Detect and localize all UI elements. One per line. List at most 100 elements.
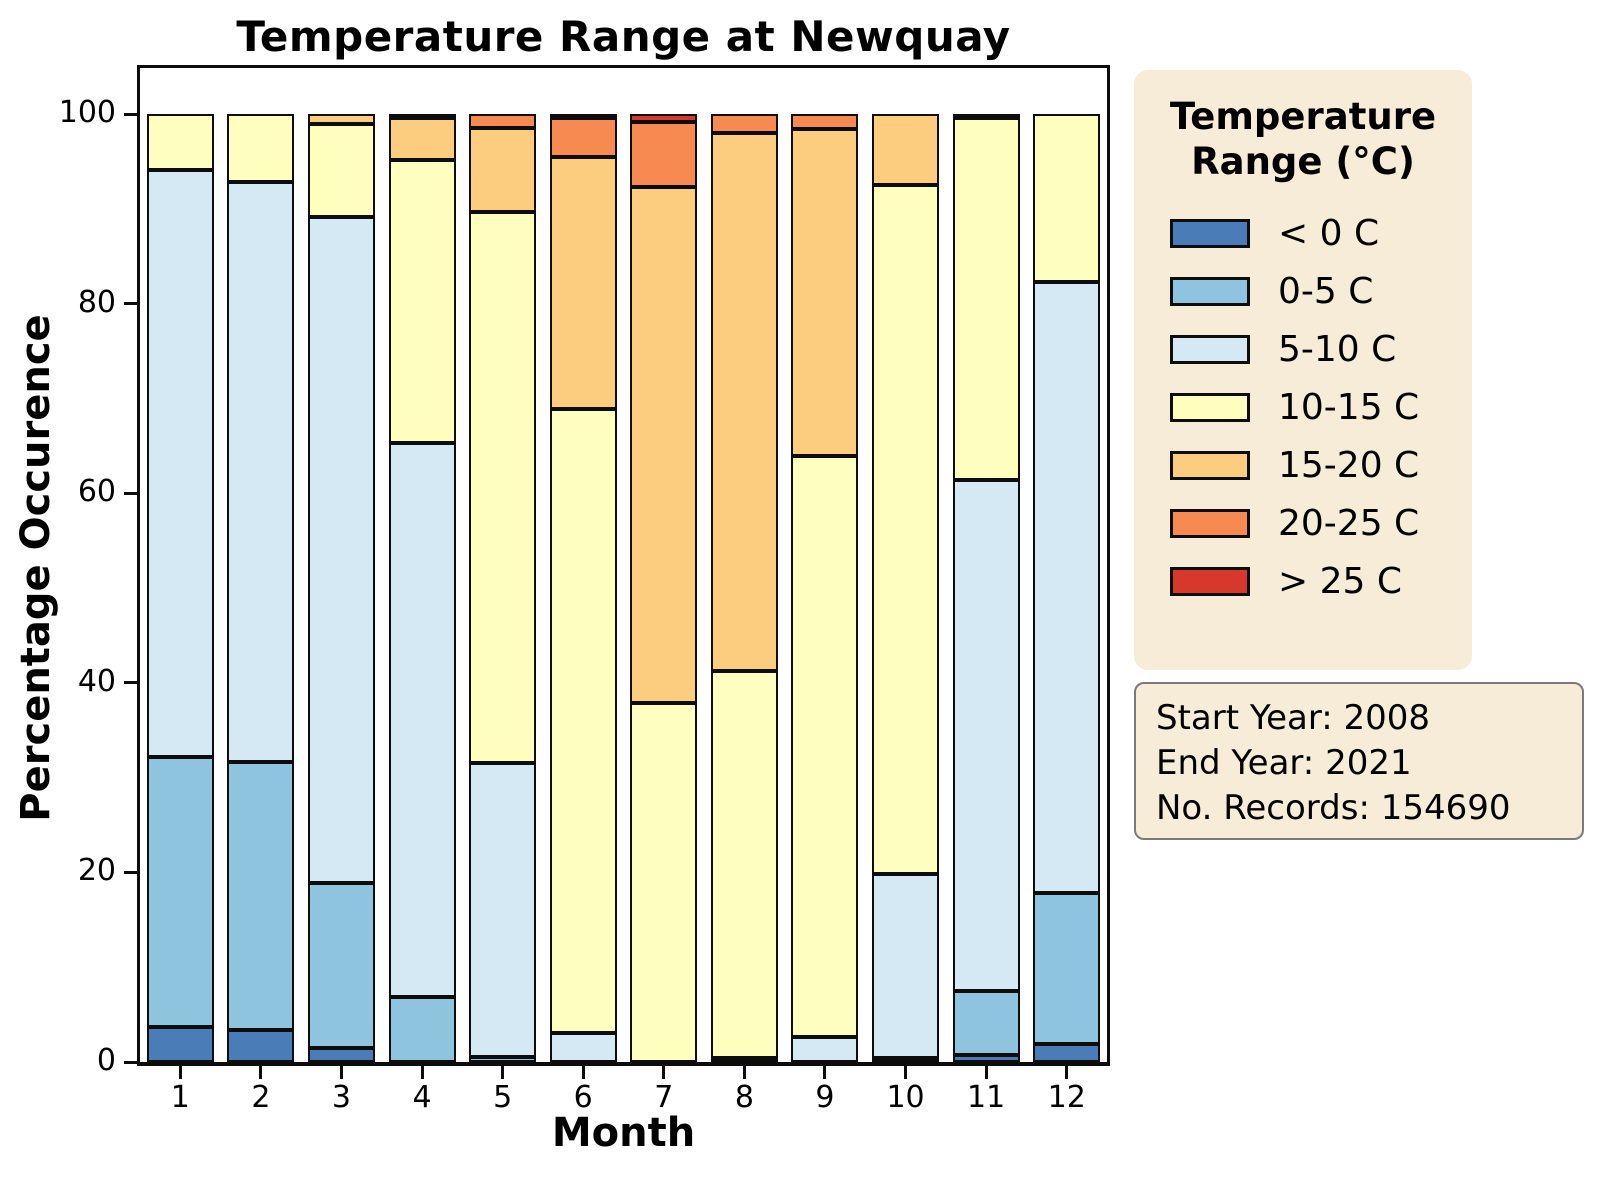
bar-segment-8-5-10C (710, 1058, 778, 1062)
legend-entry->25C: > 25 C (1134, 552, 1472, 610)
bar-segment-8-15-20C (710, 132, 778, 672)
x-tick-mark-4 (420, 1066, 424, 1079)
bar-month-8 (710, 113, 778, 1062)
bar-segment-12-<0C (1033, 1044, 1101, 1062)
x-tick-label-1: 1 (170, 1080, 190, 1115)
bar-segment-11-10-15C (952, 117, 1020, 480)
bar-slot-1 (140, 68, 221, 1062)
bar-segment-7-20-25C (630, 121, 698, 188)
bar-slot-6 (543, 68, 624, 1062)
x-tick-mark-12 (1065, 1066, 1069, 1079)
y-tick-mark-60 (124, 491, 137, 495)
bar-segment-6->25C (549, 113, 617, 118)
bar-month-11 (952, 113, 1020, 1062)
bar-segment-10-0-5C (871, 1058, 939, 1062)
bar-slot-9 (785, 68, 866, 1062)
bar-segment-6-5-10C (549, 1032, 617, 1062)
legend-entries: < 0 C 0-5 C 5-10 C 10-15 C 15-20 C 20-25 C > 2… (1134, 204, 1472, 610)
legend-swatch-icon (1170, 392, 1250, 422)
x-tick-mark-3 (339, 1066, 343, 1079)
bar-segment-3-15-20C (307, 114, 375, 124)
bars-container (140, 68, 1107, 1062)
legend-entry-label: > 25 C (1278, 560, 1402, 602)
bar-segment-12-0-5C (1033, 893, 1101, 1044)
bar-segment-11-15-20C (952, 113, 1020, 118)
x-tick-mark-10 (904, 1066, 908, 1079)
bar-month-1 (146, 114, 214, 1062)
bar-segment-6-15-20C (549, 156, 617, 409)
bar-segment-7-15-20C (630, 187, 698, 703)
x-tick-label-2: 2 (251, 1080, 271, 1115)
x-axis-label: Month (551, 1110, 696, 1156)
legend-entry-10-15C: 10-15 C (1134, 378, 1472, 436)
bar-segment-10-10-15C (871, 184, 939, 875)
bar-segment-9-10-15C (791, 456, 859, 1038)
bar-segment-1-5-10C (146, 169, 214, 757)
bar-segment-10-5-10C (871, 874, 939, 1058)
x-tick-label-3: 3 (331, 1080, 351, 1115)
legend-entry-label: 0-5 C (1278, 270, 1374, 312)
x-tick-mark-1 (178, 1066, 182, 1079)
legend-swatch-icon (1170, 450, 1250, 480)
bar-segment-9-15-20C (791, 129, 859, 457)
legend-swatch-icon (1170, 566, 1250, 596)
legend-entry-15-20C: 15-20 C (1134, 436, 1472, 494)
bar-month-2 (227, 114, 295, 1062)
bar-segment-4-20-25C (388, 113, 456, 118)
y-tick-label-100: 100 (58, 95, 116, 130)
x-tick-label-12: 12 (1047, 1080, 1086, 1115)
legend: Temperature Range (°C) < 0 C 0-5 C 5-10 C 1… (1134, 70, 1472, 670)
legend-entry-0-5C: 0-5 C (1134, 262, 1472, 320)
bar-month-9 (791, 114, 859, 1062)
plot-area (137, 65, 1110, 1066)
bar-segment-2-10-15C (227, 114, 295, 183)
x-tick-mark-9 (823, 1066, 827, 1079)
legend-title-line1: Temperature (1169, 95, 1437, 138)
bar-segment-3-5-10C (307, 217, 375, 883)
bar-slot-10 (865, 68, 946, 1062)
info-start-year: Start Year: 2008 (1156, 698, 1431, 738)
bar-segment-8-20-25C (710, 113, 778, 133)
bar-segment-12-5-10C (1033, 281, 1101, 894)
bar-slot-11 (946, 68, 1027, 1062)
bar-segment-6-10-15C (549, 408, 617, 1033)
bar-segment-12-10-15C (1033, 114, 1101, 282)
bar-segment-1-10-15C (146, 114, 214, 170)
x-tick-mark-2 (259, 1066, 263, 1079)
bar-segment-5-10-15C (469, 211, 537, 764)
legend-entry-label: 5-10 C (1278, 328, 1397, 370)
bar-segment-1-<0C (146, 1026, 214, 1062)
bar-segment-2-0-5C (227, 762, 295, 1030)
bar-slot-2 (221, 68, 302, 1062)
legend-entry-label: < 0 C (1278, 212, 1380, 254)
info-box: Start Year: 2008 End Year: 2021 No. Reco… (1134, 682, 1584, 840)
y-tick-mark-0 (124, 1060, 137, 1064)
bar-segment-10-15-20C (871, 113, 939, 185)
info-num-records: No. Records: 154690 (1156, 788, 1511, 828)
bar-segment-1-0-5C (146, 756, 214, 1027)
y-tick-label-60: 60 (77, 474, 116, 510)
x-tick-label-5: 5 (493, 1080, 513, 1115)
bar-segment-4-10-15C (388, 159, 456, 443)
x-tick-label-7: 7 (654, 1080, 674, 1115)
bar-segment-5-0-5C (469, 1057, 537, 1062)
bar-segment-7-10-15C (630, 702, 698, 1062)
y-tick-label-0: 0 (96, 1043, 116, 1078)
bar-month-5 (469, 114, 537, 1062)
bar-segment-5-5-10C (469, 763, 537, 1058)
x-tick-mark-11 (984, 1066, 988, 1079)
legend-entry-label: 10-15 C (1278, 386, 1420, 428)
bar-segment-4-5-10C (388, 442, 456, 997)
y-tick-mark-40 (124, 681, 137, 685)
bar-slot-4 (382, 68, 463, 1062)
x-tick-mark-6 (581, 1066, 585, 1079)
bar-month-4 (388, 113, 456, 1062)
y-tick-mark-80 (124, 302, 137, 306)
bar-slot-8 (704, 68, 785, 1062)
y-tick-mark-100 (124, 112, 137, 116)
bar-segment-4-0-5C (388, 996, 456, 1062)
y-axis-label: Percentage Occurence (13, 314, 59, 822)
bar-segment-6-20-25C (549, 117, 617, 157)
bar-segment-2-5-10C (227, 182, 295, 763)
bar-segment-3-0-5C (307, 882, 375, 1048)
